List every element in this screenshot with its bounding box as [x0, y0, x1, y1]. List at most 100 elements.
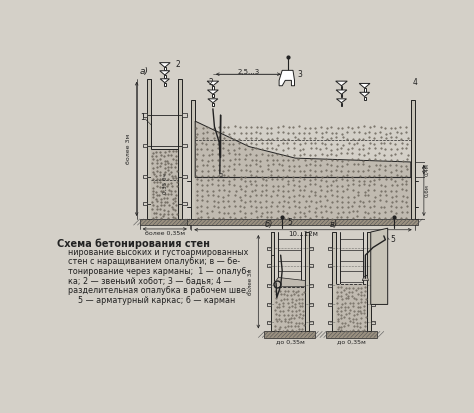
Text: 0,35 0ч: 0,35 0ч: [162, 173, 167, 194]
Bar: [151, 149, 178, 219]
Bar: [411, 100, 415, 219]
Bar: [140, 219, 190, 225]
Bar: [182, 114, 187, 116]
Bar: [164, 83, 165, 86]
Polygon shape: [279, 70, 294, 86]
Polygon shape: [159, 63, 170, 67]
Text: 5 — арматурный каркас; 6 — карман: 5 — арматурный каркас; 6 — карман: [68, 296, 236, 305]
Text: нирование высоких и густоармированных: нирование высоких и густоармированных: [68, 248, 248, 257]
Bar: [267, 247, 271, 250]
Text: стен с наращиванием опалубки; в — бе-: стен с наращиванием опалубки; в — бе-: [68, 257, 240, 266]
Text: более 3м: более 3м: [127, 134, 131, 164]
Bar: [364, 88, 365, 92]
Bar: [182, 144, 187, 147]
Bar: [182, 175, 187, 178]
Bar: [264, 331, 315, 337]
Polygon shape: [359, 83, 370, 88]
Polygon shape: [160, 71, 170, 75]
Bar: [332, 232, 336, 331]
Bar: [143, 144, 147, 147]
Bar: [274, 287, 305, 331]
Text: до 0,35м: до 0,35м: [275, 339, 304, 344]
Bar: [309, 264, 313, 268]
Bar: [164, 67, 166, 70]
Bar: [326, 331, 377, 337]
Bar: [143, 202, 147, 205]
Bar: [328, 247, 332, 250]
Bar: [195, 177, 411, 219]
Bar: [340, 86, 342, 90]
Text: 2: 2: [209, 78, 214, 87]
Text: 1: 1: [140, 113, 145, 122]
Polygon shape: [274, 278, 305, 287]
Text: до 0,35м: до 0,35м: [337, 339, 366, 344]
Bar: [371, 303, 374, 306]
Bar: [267, 303, 271, 306]
Text: 5: 5: [288, 218, 292, 227]
Bar: [364, 97, 365, 100]
Bar: [328, 303, 332, 306]
Text: тонирование через карманы;  1 — опалуб-: тонирование через карманы; 1 — опалуб-: [68, 267, 249, 276]
Bar: [182, 202, 187, 205]
Text: 0,4м: 0,4м: [424, 163, 429, 176]
Bar: [340, 94, 342, 97]
Text: 2: 2: [175, 60, 180, 69]
Bar: [267, 284, 271, 287]
Bar: [367, 232, 371, 331]
Text: 4: 4: [413, 78, 418, 87]
Text: ⊙: ⊙: [219, 173, 223, 178]
Text: более 0,35м: более 0,35м: [145, 231, 185, 236]
Polygon shape: [195, 121, 411, 177]
Text: а): а): [140, 67, 149, 76]
Polygon shape: [160, 79, 169, 83]
Bar: [271, 232, 274, 331]
Text: 0,6м: 0,6м: [424, 184, 429, 197]
Polygon shape: [336, 81, 347, 86]
Text: 5: 5: [390, 235, 395, 244]
Bar: [371, 264, 374, 268]
Bar: [309, 247, 313, 250]
Polygon shape: [337, 99, 346, 103]
Bar: [271, 232, 274, 255]
Polygon shape: [371, 228, 388, 304]
Polygon shape: [362, 275, 368, 280]
Bar: [212, 94, 214, 97]
Text: более 3м: более 3м: [248, 268, 253, 295]
Bar: [178, 79, 182, 219]
Polygon shape: [207, 81, 219, 86]
Bar: [341, 103, 342, 106]
Bar: [336, 285, 367, 331]
Bar: [328, 284, 332, 287]
Polygon shape: [208, 99, 218, 103]
Bar: [328, 320, 332, 324]
Bar: [143, 175, 147, 178]
Text: ка; 2 — звеньий хобот; 3 — бадья; 4 —: ка; 2 — звеньий хобот; 3 — бадья; 4 —: [68, 277, 232, 286]
Text: 3: 3: [298, 71, 302, 79]
Bar: [328, 264, 332, 268]
Bar: [212, 86, 214, 90]
Bar: [267, 264, 271, 268]
Bar: [309, 320, 313, 324]
Bar: [309, 303, 313, 306]
Bar: [305, 232, 309, 331]
Bar: [143, 114, 147, 116]
Text: 10...12м: 10...12м: [288, 231, 318, 237]
Text: б): б): [264, 220, 273, 229]
Polygon shape: [360, 92, 370, 97]
Text: Схема бетонирования стен: Схема бетонирования стен: [57, 238, 210, 249]
Polygon shape: [208, 90, 219, 94]
Bar: [212, 103, 214, 106]
Bar: [371, 320, 374, 324]
Bar: [164, 75, 166, 78]
Bar: [309, 284, 313, 287]
Bar: [267, 320, 271, 324]
Text: 2,5...3: 2,5...3: [237, 69, 259, 75]
Bar: [188, 219, 419, 225]
Bar: [191, 100, 195, 219]
Text: разделительная опалубка в рабочем шве;: разделительная опалубка в рабочем шве;: [68, 286, 249, 295]
Polygon shape: [336, 90, 347, 94]
Bar: [371, 247, 374, 250]
Bar: [147, 79, 151, 219]
Text: в): в): [330, 220, 338, 229]
Bar: [371, 284, 374, 287]
